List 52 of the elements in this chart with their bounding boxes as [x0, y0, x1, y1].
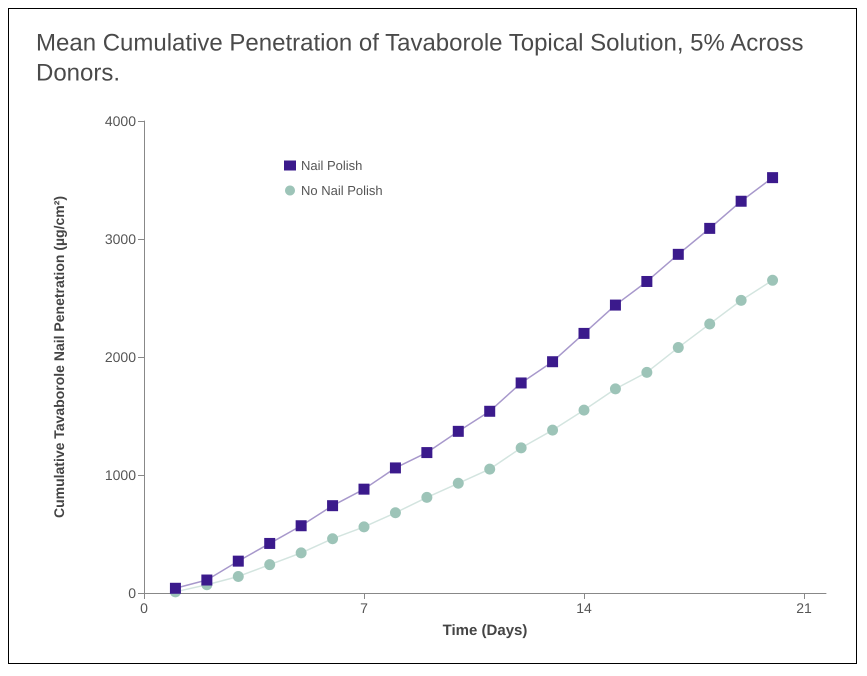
- point: [232, 570, 244, 582]
- y-tick-label: 4000: [104, 113, 136, 129]
- point: [358, 521, 370, 532]
- point: [641, 276, 652, 287]
- point: [516, 442, 527, 454]
- point: [672, 342, 684, 354]
- point: [327, 533, 338, 544]
- y-tick-label: 0: [128, 585, 136, 601]
- point: [578, 328, 590, 339]
- point: [327, 500, 338, 512]
- point: [390, 507, 401, 518]
- point: [704, 222, 716, 234]
- point: [484, 406, 496, 417]
- point: [516, 377, 527, 388]
- y-tick-label: 3000: [104, 231, 136, 247]
- point: [767, 274, 778, 286]
- point: [641, 366, 652, 378]
- point: [547, 424, 558, 436]
- legend-label: No Nail Polish: [301, 183, 383, 198]
- legend-label: Nail Polish: [301, 158, 362, 173]
- chart-title: Mean Cumulative Penetration of Tavaborole Topical Solution, 5% Across Donors.: [36, 30, 810, 86]
- point: [610, 300, 621, 311]
- x-tick-label: 21: [796, 600, 812, 616]
- point: [578, 404, 590, 416]
- x-tick-label: 0: [140, 600, 148, 616]
- point: [452, 478, 464, 489]
- point: [736, 294, 747, 306]
- x-tick-label: 7: [360, 600, 368, 616]
- y-tick-label: 1000: [104, 467, 136, 483]
- point: [264, 559, 276, 570]
- point: [736, 196, 747, 207]
- point: [704, 318, 716, 330]
- y-tick-label: 2000: [104, 349, 136, 365]
- point: [358, 484, 370, 495]
- point: [201, 574, 212, 586]
- point: [232, 556, 244, 567]
- x-tick-label: 14: [576, 600, 592, 616]
- point: [296, 520, 307, 532]
- point: [421, 447, 432, 458]
- point: [264, 538, 276, 549]
- point: [170, 582, 181, 594]
- point: [390, 462, 401, 474]
- point: [452, 426, 464, 437]
- point: [547, 356, 558, 368]
- point: [296, 547, 307, 558]
- point: [767, 172, 778, 184]
- point: [610, 383, 621, 394]
- point: [484, 464, 496, 475]
- y-axis-title: Cumulative Tavaborole Nail Penetration (µg/cm²): [51, 196, 67, 518]
- point: [421, 492, 432, 503]
- x-axis-title: Time (Days): [442, 622, 528, 639]
- point: [672, 248, 684, 260]
